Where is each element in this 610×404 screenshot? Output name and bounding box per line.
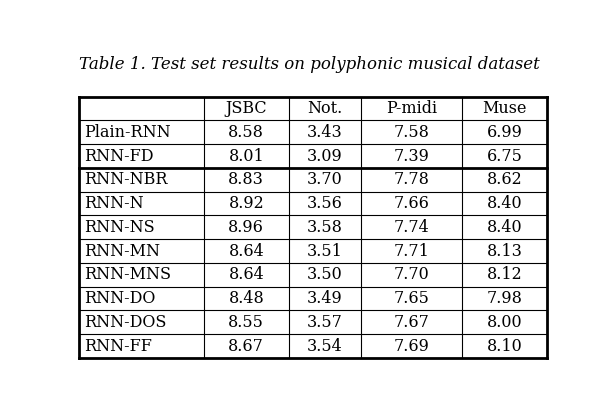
Text: 8.48: 8.48 bbox=[228, 290, 264, 307]
Text: RNN-N: RNN-N bbox=[84, 195, 144, 212]
Text: 8.62: 8.62 bbox=[487, 171, 522, 188]
Text: 8.92: 8.92 bbox=[228, 195, 264, 212]
Text: 3.58: 3.58 bbox=[307, 219, 343, 236]
Text: 8.10: 8.10 bbox=[487, 338, 522, 355]
Text: 7.74: 7.74 bbox=[393, 219, 429, 236]
Text: 8.00: 8.00 bbox=[487, 314, 522, 331]
Text: 8.64: 8.64 bbox=[228, 266, 264, 283]
Text: RNN-FF: RNN-FF bbox=[84, 338, 152, 355]
Text: 7.39: 7.39 bbox=[393, 147, 429, 164]
Text: JSBC: JSBC bbox=[226, 100, 267, 117]
Text: 3.57: 3.57 bbox=[307, 314, 343, 331]
Text: 7.66: 7.66 bbox=[393, 195, 429, 212]
Text: Plain-RNN: Plain-RNN bbox=[84, 124, 171, 141]
Text: 8.40: 8.40 bbox=[487, 195, 522, 212]
Text: 3.43: 3.43 bbox=[307, 124, 343, 141]
Text: 7.78: 7.78 bbox=[393, 171, 429, 188]
Text: 8.01: 8.01 bbox=[228, 147, 264, 164]
Text: 3.51: 3.51 bbox=[307, 243, 343, 260]
Text: Muse: Muse bbox=[482, 100, 526, 117]
Text: 7.70: 7.70 bbox=[393, 266, 429, 283]
Text: RNN-MN: RNN-MN bbox=[84, 243, 160, 260]
Text: Not.: Not. bbox=[307, 100, 342, 117]
Text: 8.55: 8.55 bbox=[228, 314, 264, 331]
Text: RNN-DOS: RNN-DOS bbox=[84, 314, 167, 331]
Text: 3.56: 3.56 bbox=[307, 195, 343, 212]
Text: 3.70: 3.70 bbox=[307, 171, 343, 188]
Text: 7.65: 7.65 bbox=[393, 290, 429, 307]
Text: 8.40: 8.40 bbox=[487, 219, 522, 236]
Text: 8.13: 8.13 bbox=[487, 243, 522, 260]
Text: 3.50: 3.50 bbox=[307, 266, 343, 283]
Text: RNN-MNS: RNN-MNS bbox=[84, 266, 171, 283]
Text: 8.67: 8.67 bbox=[228, 338, 264, 355]
Text: 6.75: 6.75 bbox=[487, 147, 522, 164]
Text: 7.71: 7.71 bbox=[393, 243, 429, 260]
Text: Table 1. Test set results on polyphonic musical dataset: Table 1. Test set results on polyphonic … bbox=[79, 56, 539, 73]
Text: 3.09: 3.09 bbox=[307, 147, 343, 164]
Text: 3.49: 3.49 bbox=[307, 290, 343, 307]
Text: RNN-FD: RNN-FD bbox=[84, 147, 154, 164]
Text: 7.69: 7.69 bbox=[393, 338, 429, 355]
Text: RNN-DO: RNN-DO bbox=[84, 290, 156, 307]
Text: 8.12: 8.12 bbox=[487, 266, 522, 283]
Text: 8.58: 8.58 bbox=[228, 124, 264, 141]
Text: 8.96: 8.96 bbox=[228, 219, 264, 236]
Text: RNN-NS: RNN-NS bbox=[84, 219, 155, 236]
Text: P-midi: P-midi bbox=[386, 100, 437, 117]
Text: 7.98: 7.98 bbox=[487, 290, 522, 307]
Text: 6.99: 6.99 bbox=[487, 124, 522, 141]
Text: 8.64: 8.64 bbox=[228, 243, 264, 260]
Text: 3.54: 3.54 bbox=[307, 338, 343, 355]
Text: 7.67: 7.67 bbox=[393, 314, 429, 331]
Text: 8.83: 8.83 bbox=[228, 171, 264, 188]
Text: 7.58: 7.58 bbox=[393, 124, 429, 141]
Text: RNN-NBR: RNN-NBR bbox=[84, 171, 168, 188]
